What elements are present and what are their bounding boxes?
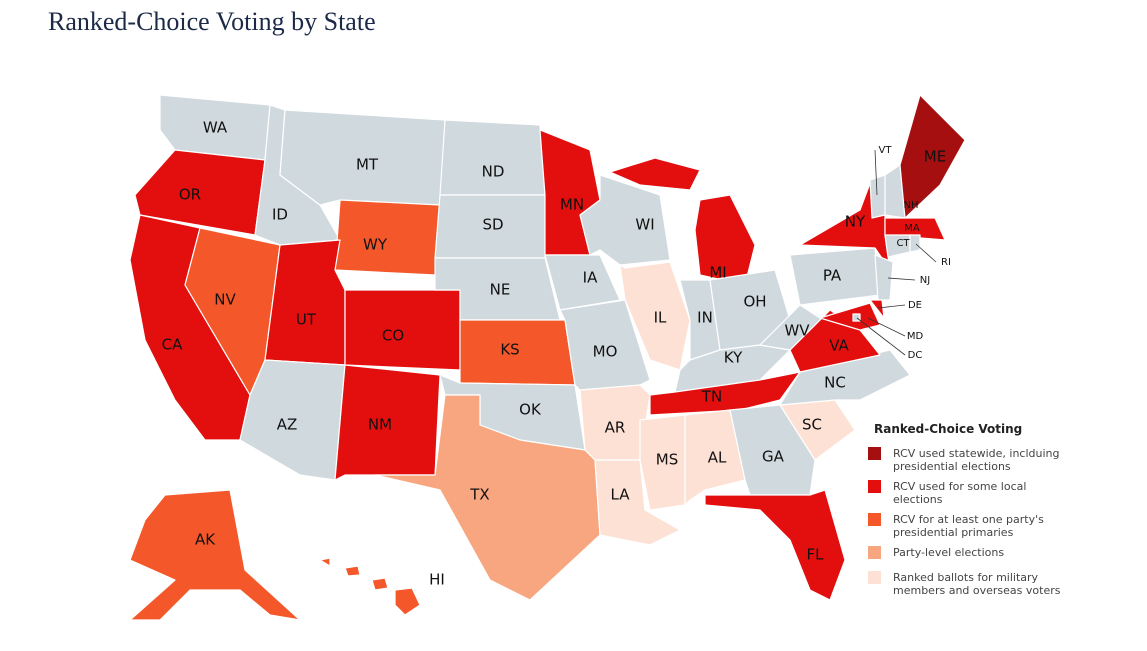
- state-shape: [394, 587, 421, 616]
- state-label: AL: [708, 449, 727, 467]
- leader-line: [856, 317, 906, 356]
- state-shape: [649, 371, 801, 416]
- legend-label: presidential primaries: [893, 526, 1014, 539]
- state-label: AR: [605, 419, 626, 437]
- state-label: ND: [482, 163, 505, 181]
- state-label: DE: [908, 300, 922, 311]
- state-label: LA: [611, 486, 631, 504]
- state-shape: [544, 254, 621, 311]
- state-shape: [609, 157, 701, 191]
- state-shape: [704, 489, 846, 601]
- state-label: CA: [162, 336, 183, 354]
- state-shape: [371, 577, 389, 591]
- legend-label: RCV used for some local: [893, 480, 1026, 493]
- legend-swatch: [868, 513, 881, 526]
- state-label: MI: [709, 264, 726, 282]
- state-shape: [334, 199, 441, 276]
- state-label: MA: [904, 223, 920, 234]
- legend-swatch: [868, 571, 881, 584]
- state-label: OH: [743, 293, 766, 311]
- state-label: TN: [701, 388, 722, 406]
- state-label: VA: [829, 337, 849, 355]
- state-label: IN: [697, 309, 713, 327]
- state-shape: [874, 254, 894, 301]
- legend-label: Party-level elections: [893, 546, 1004, 559]
- state-shape: [344, 565, 361, 577]
- state-shape: [579, 174, 671, 266]
- state-label: NV: [214, 291, 236, 309]
- state-shape: [639, 414, 686, 511]
- state-label: NM: [368, 416, 392, 434]
- state-label: NC: [824, 374, 846, 392]
- leader-line: [915, 243, 937, 263]
- legend-label: Ranked ballots for military: [893, 571, 1039, 584]
- state-shape: [819, 302, 881, 331]
- state-label: WV: [784, 322, 810, 340]
- state-shape: [319, 557, 331, 567]
- state-labels: WA OR CA NV ID MT WY UT CO AZ NM ND SD NE KS OK TX MN IA MO…: [162, 119, 951, 589]
- state-label: IL: [654, 309, 667, 327]
- legend-label: elections: [893, 493, 943, 506]
- state-shape: [779, 349, 911, 406]
- legend: Ranked-Choice Voting RCV used statewide,…: [868, 422, 1061, 597]
- state-shape: [869, 174, 886, 219]
- state-label: MT: [356, 156, 379, 174]
- state-label: GA: [762, 448, 785, 466]
- leader-line: [867, 317, 906, 337]
- state-shape: [129, 489, 301, 621]
- legend-title: Ranked-Choice Voting: [874, 422, 1022, 436]
- map-title: Ranked-Choice Voting by State: [48, 7, 376, 36]
- state-label: MD: [907, 331, 924, 342]
- state-label: OK: [519, 401, 542, 419]
- state-label: MN: [560, 196, 584, 214]
- state-label: NY: [845, 213, 866, 231]
- state-label: RI: [941, 257, 951, 268]
- state-label: ID: [272, 206, 288, 224]
- leader-line: [887, 277, 916, 281]
- legend-label: RCV used statewide, inclduing: [893, 447, 1060, 460]
- state-shape: [869, 299, 885, 319]
- state-label: IA: [583, 269, 598, 287]
- state-label: CT: [896, 238, 910, 249]
- state-label: MO: [593, 343, 618, 361]
- state-label: PA: [823, 267, 842, 285]
- state-label: WI: [635, 216, 654, 234]
- state-label: WY: [363, 236, 388, 254]
- legend-swatch: [868, 546, 881, 559]
- state-label: SC: [802, 416, 822, 434]
- state-shape: [909, 234, 921, 253]
- legend-swatch: [868, 480, 881, 493]
- state-label: UT: [296, 311, 317, 329]
- legend-swatch: [868, 447, 881, 460]
- state-label: DC: [908, 350, 923, 361]
- state-label: AZ: [277, 416, 298, 434]
- state-label: WA: [203, 119, 228, 137]
- state-label: NJ: [920, 275, 930, 286]
- legend-label: RCV for at least one party's: [893, 513, 1044, 526]
- leader-line: [874, 149, 878, 196]
- state-label: KY: [724, 349, 743, 367]
- state-label: OR: [179, 186, 201, 204]
- state-label: CO: [382, 327, 404, 345]
- state-label: KS: [500, 341, 519, 359]
- state-label: SD: [482, 216, 503, 234]
- legend-label: presidential elections: [893, 460, 1011, 473]
- state-label: NH: [904, 200, 919, 211]
- state-shape: [619, 261, 691, 371]
- state-shape: [899, 94, 966, 219]
- state-shape: [439, 119, 546, 196]
- state-label: NE: [490, 281, 511, 299]
- state-label: FL: [807, 546, 825, 564]
- states: [129, 94, 966, 621]
- state-label: TX: [469, 486, 489, 504]
- leader-line: [877, 304, 906, 309]
- state-label: ME: [924, 148, 946, 166]
- state-label: MS: [656, 451, 678, 469]
- state-label: AK: [195, 531, 216, 549]
- state-label: VT: [879, 145, 893, 156]
- legend-label: members and overseas voters: [893, 584, 1061, 597]
- state-label: HI: [429, 571, 445, 589]
